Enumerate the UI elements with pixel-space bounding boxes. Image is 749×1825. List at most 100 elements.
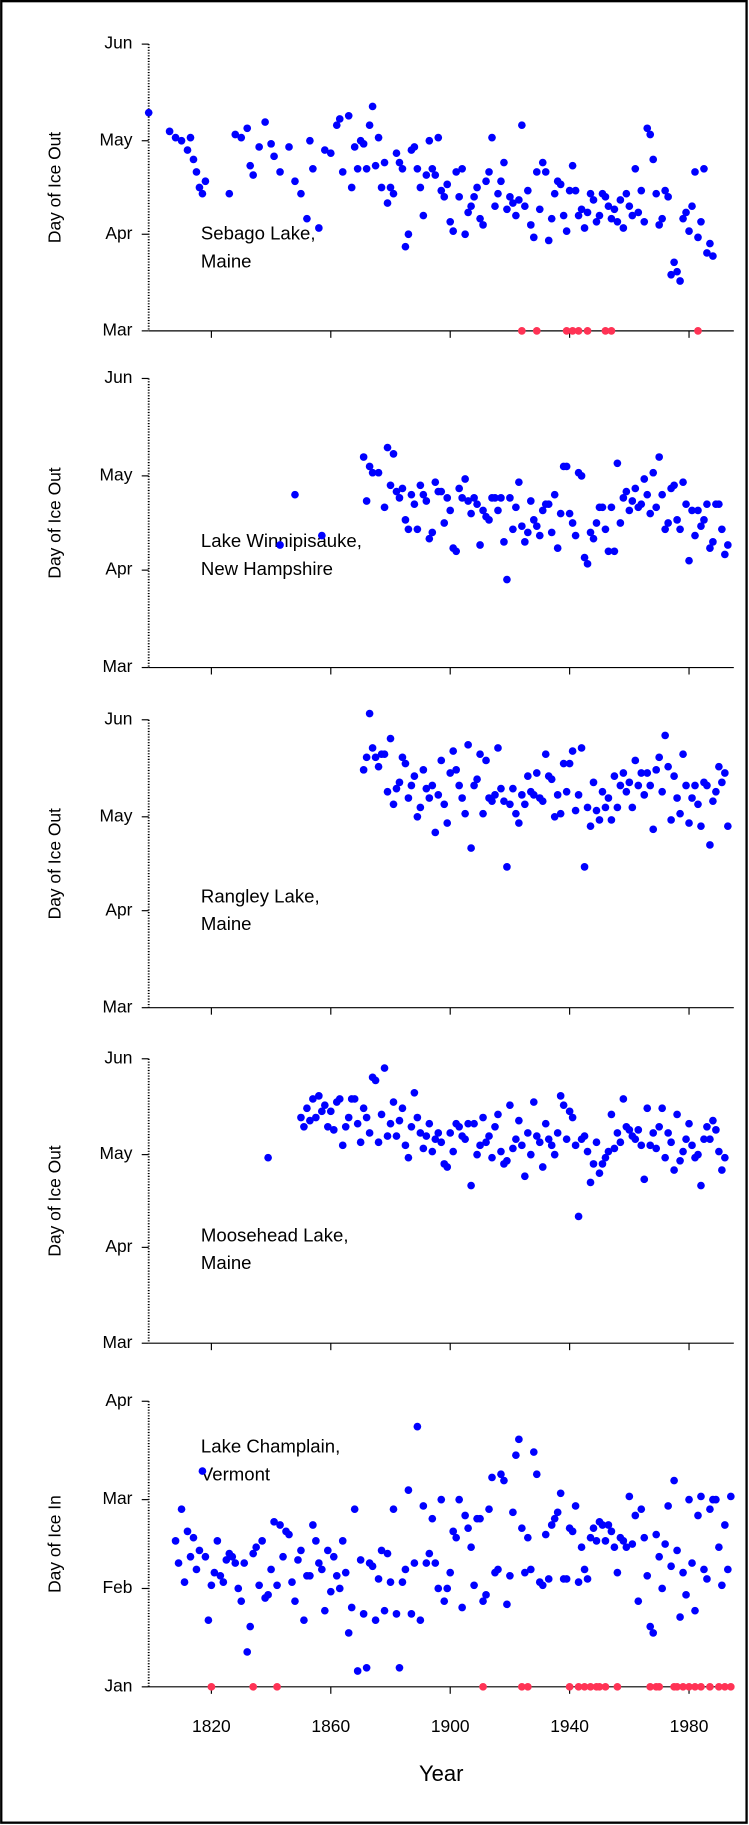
point (204, 1616, 213, 1625)
y-tick-label: May (100, 805, 133, 825)
point (670, 1166, 678, 1174)
point (350, 1505, 359, 1513)
point (625, 202, 634, 211)
point (389, 1098, 398, 1106)
point (706, 239, 714, 248)
point (261, 118, 269, 126)
point (646, 130, 655, 139)
point (679, 478, 687, 486)
point (300, 1616, 308, 1625)
point (401, 242, 410, 251)
point (577, 1543, 586, 1552)
point (395, 158, 404, 167)
panel: Jan Feb Mar Apr 1820 1860 1900 1940 1980 Day of I… (44, 1390, 735, 1786)
point (518, 121, 526, 129)
point (309, 164, 317, 173)
point (634, 1126, 643, 1134)
point (658, 1584, 666, 1593)
point (249, 171, 258, 179)
point (574, 1578, 583, 1586)
point (416, 1129, 425, 1137)
point (377, 1110, 386, 1119)
point (326, 1107, 335, 1116)
point (553, 544, 562, 552)
point (649, 155, 658, 164)
point (673, 1546, 681, 1555)
point (655, 1122, 664, 1131)
point (464, 208, 472, 217)
point (661, 1153, 669, 1162)
point (634, 208, 643, 217)
point (479, 1113, 487, 1122)
point (479, 809, 487, 818)
point (276, 1521, 284, 1529)
point (652, 1530, 661, 1539)
point (306, 1116, 314, 1125)
point (628, 211, 637, 220)
point (664, 193, 672, 201)
point (616, 196, 625, 204)
point (715, 500, 723, 508)
point (679, 1568, 687, 1577)
point (712, 1126, 720, 1134)
point (526, 497, 535, 505)
point (640, 475, 649, 483)
point (326, 149, 335, 158)
point (320, 146, 329, 154)
point (323, 1546, 332, 1555)
point (503, 575, 511, 584)
point (688, 506, 696, 515)
point (598, 503, 607, 512)
y-axis-label: Day of Ice Out (44, 467, 64, 578)
point (640, 1533, 649, 1542)
point (538, 158, 547, 167)
point (532, 168, 541, 176)
point (476, 750, 484, 759)
point (658, 490, 666, 499)
point (601, 803, 610, 812)
point (535, 205, 544, 214)
point (631, 164, 640, 173)
point (700, 516, 708, 524)
point (712, 1495, 720, 1504)
point (703, 781, 711, 790)
point (294, 1556, 302, 1564)
point (637, 500, 646, 508)
point (559, 759, 568, 768)
point (422, 1559, 431, 1567)
point (174, 1559, 183, 1567)
point (521, 1172, 529, 1181)
point (559, 211, 568, 220)
point (243, 124, 252, 133)
point (691, 1683, 699, 1691)
point (649, 468, 658, 477)
point (404, 525, 413, 534)
point (434, 791, 443, 799)
point (285, 143, 293, 151)
x-tick-label: 1860 (311, 1716, 350, 1736)
point (574, 1683, 583, 1691)
point (458, 1603, 466, 1612)
point (494, 189, 502, 198)
point (401, 1565, 410, 1574)
point (365, 1129, 374, 1137)
point (565, 509, 574, 518)
point (458, 794, 466, 802)
point (416, 481, 425, 490)
point (386, 481, 395, 490)
point (655, 453, 664, 461)
point (703, 500, 711, 508)
point (488, 1473, 496, 1482)
point (568, 161, 577, 170)
point (646, 1141, 655, 1150)
point (180, 1578, 189, 1586)
point (479, 221, 487, 229)
point (494, 744, 502, 752)
point (532, 1470, 541, 1479)
point (589, 534, 598, 543)
point (694, 506, 702, 515)
point (467, 844, 475, 852)
point (291, 1597, 299, 1606)
point (583, 560, 592, 568)
point (395, 1116, 404, 1125)
